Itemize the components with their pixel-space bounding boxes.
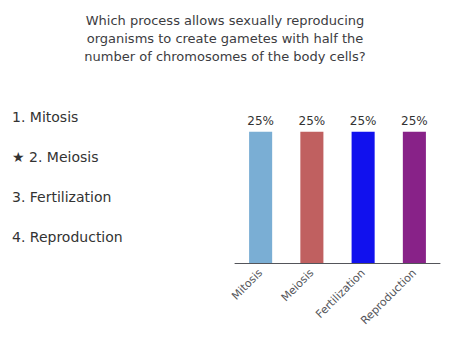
svg-text:4. Reproduction: 4. Reproduction <box>12 229 123 245</box>
svg-text:Reproduction: Reproduction <box>358 266 419 327</box>
svg-text:organisms to create gametes wi: organisms to create gametes with half th… <box>87 31 364 46</box>
svg-text:Fertilization: Fertilization <box>313 266 367 320</box>
svg-text:1. Mitosis: 1. Mitosis <box>12 109 78 125</box>
svg-text:Mitosis: Mitosis <box>229 266 265 302</box>
svg-text:3. Fertilization: 3. Fertilization <box>12 189 111 205</box>
svg-text:Meiosis: Meiosis <box>279 266 317 304</box>
svg-text:25%: 25% <box>299 114 326 128</box>
svg-text:25%: 25% <box>247 114 274 128</box>
svg-text:25%: 25% <box>350 114 377 128</box>
svg-text:Which process allows sexually: Which process allows sexually reproducin… <box>86 13 365 28</box>
svg-text:number of chromosomes of the b: number of chromosomes of the body cells? <box>84 49 365 64</box>
svg-text:★ 2. Meiosis: ★ 2. Meiosis <box>12 149 98 165</box>
svg-text:25%: 25% <box>401 114 428 128</box>
